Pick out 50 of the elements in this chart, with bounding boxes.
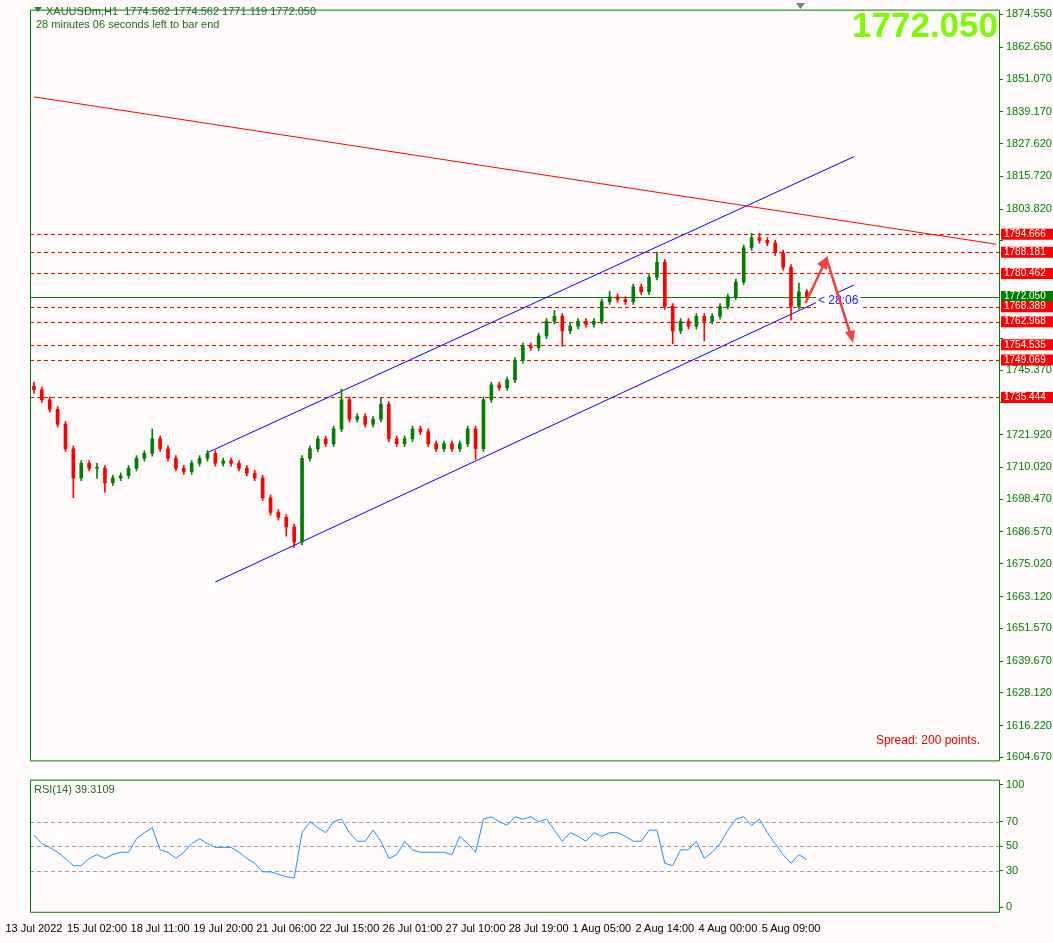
y-tick-label: 1862.650 bbox=[1006, 40, 1052, 53]
x-tick-label: 19 Jul 20:00 bbox=[193, 922, 254, 935]
y-tick-label: 1827.620 bbox=[1006, 136, 1052, 149]
y-tick-label: 30 bbox=[1006, 863, 1019, 876]
ref-line-label: 1794.666 bbox=[1004, 228, 1047, 240]
ref-line-label: 1768.389 bbox=[1004, 300, 1047, 312]
y-tick-label: 100 bbox=[1006, 777, 1025, 790]
x-tick-label: 26 Jul 01:00 bbox=[382, 922, 443, 935]
y-tick-label: 1686.570 bbox=[1006, 525, 1052, 537]
y-tick-label: 1815.720 bbox=[1006, 169, 1052, 182]
y-tick-label: 1745.370 bbox=[1006, 363, 1052, 376]
y-tick-label: 1604.670 bbox=[1006, 750, 1052, 763]
x-tick-label: 13 Jul 2022 bbox=[5, 922, 63, 935]
ref-line-label: 1749.069 bbox=[1004, 353, 1047, 365]
x-tick-label: 22 Jul 15:00 bbox=[319, 922, 380, 935]
y-tick-label: 1675.020 bbox=[1006, 556, 1052, 569]
y-tick-label: 1616.220 bbox=[1006, 718, 1052, 731]
chart-title: RSI(14) 39.3109 bbox=[34, 782, 115, 795]
ref-line-label: 1754.535 bbox=[1004, 338, 1047, 350]
x-tick-label: 18 Jul 11:00 bbox=[130, 922, 190, 935]
x-tick-label: 5 Aug 09:00 bbox=[761, 922, 821, 935]
y-tick-label: 50 bbox=[1006, 839, 1019, 852]
y-tick-label: 1839.170 bbox=[1006, 104, 1052, 117]
y-tick-label: 70 bbox=[1006, 814, 1019, 827]
ref-line-label: 1788.181 bbox=[1004, 245, 1047, 257]
annotation: 28 minutes 06 seconds left to bar end bbox=[36, 18, 220, 31]
ref-line-label: 1735.444 bbox=[1004, 391, 1047, 403]
y-tick-label: 1698.470 bbox=[1006, 492, 1052, 505]
x-tick-label: 27 Jul 10:00 bbox=[445, 922, 506, 935]
y-tick-label: 1803.820 bbox=[1006, 202, 1052, 215]
y-tick-label: 1639.670 bbox=[1006, 654, 1052, 667]
y-tick-label: 0 bbox=[1006, 900, 1013, 913]
ref-line-label: 1772.050 bbox=[1004, 290, 1047, 302]
ref-line-label: 1762.968 bbox=[1004, 315, 1047, 327]
x-tick-label: 2 Aug 14:00 bbox=[635, 922, 695, 935]
y-tick-label: 1851.070 bbox=[1006, 72, 1052, 85]
y-tick-label: 1651.570 bbox=[1006, 621, 1052, 634]
x-tick-label: 15 Jul 02:00 bbox=[67, 922, 127, 935]
y-tick-label: 1710.020 bbox=[1006, 460, 1052, 473]
annotation: Spread: 200 points. bbox=[875, 733, 980, 748]
y-tick-label: 1663.120 bbox=[1006, 589, 1052, 602]
ref-line-label: 1780.462 bbox=[1004, 267, 1047, 279]
x-tick-label: 21 Jul 06:00 bbox=[256, 922, 317, 935]
x-tick-label: 28 Jul 19:00 bbox=[508, 922, 569, 935]
x-tick-label: 4 Aug 00:00 bbox=[698, 922, 758, 935]
y-tick-label: 1628.120 bbox=[1006, 685, 1052, 698]
y-tick-label: 1721.920 bbox=[1006, 427, 1052, 440]
y-tick-label: 1874.550 bbox=[1006, 7, 1052, 20]
annotation: 1772.050 bbox=[852, 4, 998, 44]
x-tick-label: 1 Aug 05:00 bbox=[572, 922, 632, 935]
